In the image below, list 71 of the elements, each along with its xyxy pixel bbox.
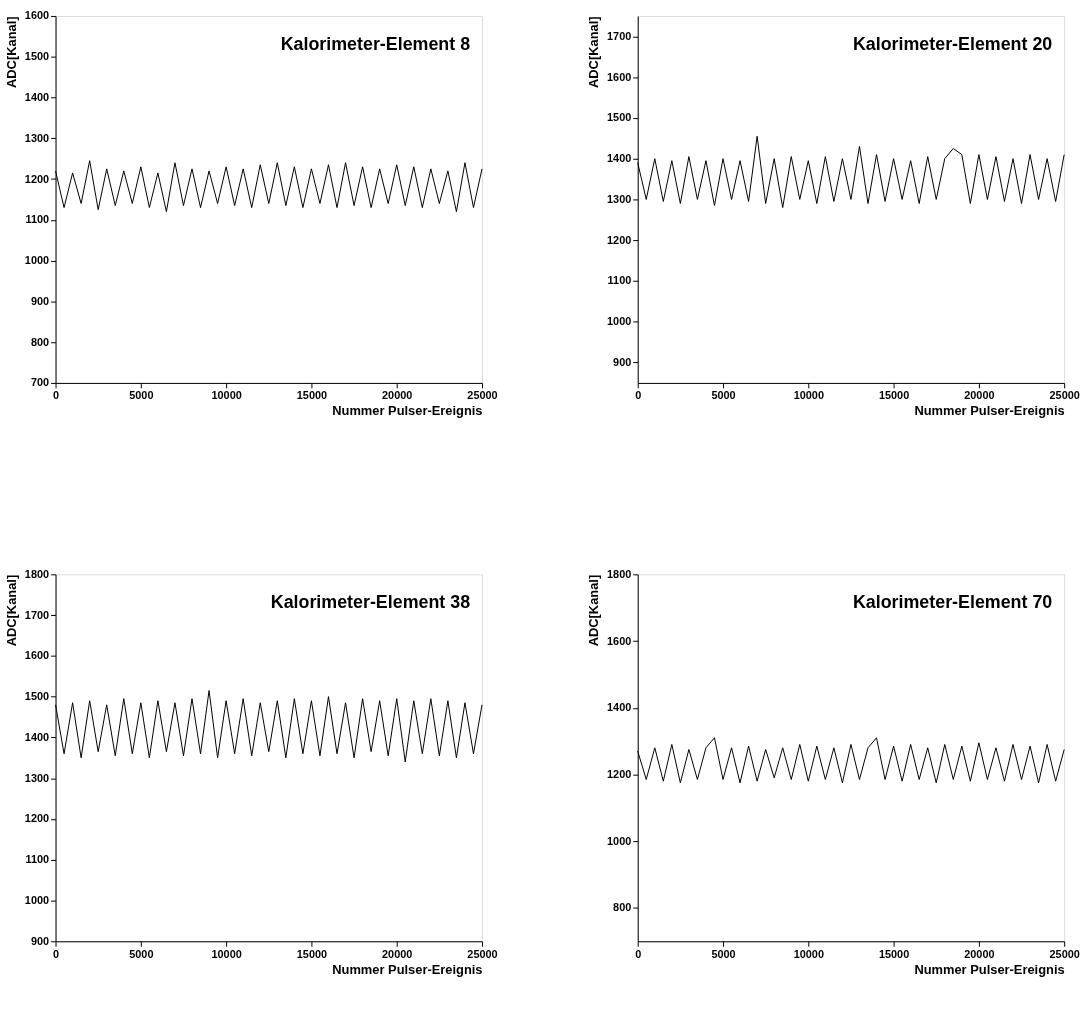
text: Kalorimeter-Element 70: [852, 592, 1053, 613]
y-tick-label: 1200: [607, 233, 632, 246]
x-tick-label: 0: [635, 389, 642, 402]
text: Kalorimeter-Element 20: [852, 33, 1053, 54]
y-axis-title: ADC[Kanal]: [3, 574, 19, 647]
y-axis-title: ADC[Kanal]: [586, 16, 602, 88]
y-tick-label: 1100: [25, 853, 50, 866]
x-tick-label: 0: [53, 947, 60, 960]
x-tick-label: 10000: [793, 389, 824, 402]
y-tick-label: 1100: [25, 213, 50, 226]
x-tick-label: 5000: [711, 389, 736, 402]
y-axis-title: ADC[Kanal]: [586, 574, 602, 647]
text: Kalorimeter-Element 8: [280, 33, 471, 54]
y-tick-label: 900: [613, 356, 632, 368]
x-tick-label: 5000: [129, 947, 154, 960]
x-axis-title: Nummer Pulser-Ereignis: [332, 961, 483, 977]
y-tick-label: 800: [613, 901, 632, 914]
y-tick-label: 1500: [607, 111, 632, 124]
x-tick-label: 25000: [1049, 389, 1080, 402]
y-tick-label: 800: [30, 335, 50, 348]
y-tick-label: 1800: [607, 567, 632, 580]
y-tick-label: 1500: [24, 690, 50, 703]
y-tick-label: 1600: [24, 9, 50, 22]
x-tick-label: 15000: [296, 947, 328, 960]
y-tick-label: 1700: [24, 608, 50, 621]
y-tick-label: 900: [30, 934, 50, 947]
x-tick-label: 10000: [211, 947, 242, 960]
y-tick-label: 1000: [607, 834, 632, 847]
x-tick-label: 20000: [964, 389, 995, 402]
x-tick-label: 20000: [382, 947, 413, 960]
x-tick-label: 5000: [711, 947, 736, 960]
x-tick-label: 15000: [296, 389, 328, 402]
y-tick-label: 900: [30, 294, 50, 307]
y-tick-label: 1200: [24, 172, 50, 185]
y-tick-label: 1400: [607, 152, 632, 165]
y-tick-label: 700: [30, 376, 50, 389]
y-tick-label: 1000: [607, 315, 632, 328]
x-tick-label: 10000: [793, 947, 824, 960]
x-tick-label: 15000: [878, 389, 910, 402]
x-axis-title: Nummer Pulser-Ereignis: [332, 403, 483, 419]
x-tick-label: 25000: [1049, 947, 1080, 960]
y-tick-label: 1300: [24, 771, 50, 784]
y-tick-label: 1600: [24, 649, 50, 662]
y-tick-label: 1200: [24, 812, 50, 825]
x-tick-label: 0: [53, 389, 60, 402]
y-tick-label: 1500: [24, 50, 50, 63]
y-tick-label: 1300: [24, 131, 50, 144]
y-tick-label: 1400: [607, 701, 632, 714]
y-tick-label: 1100: [607, 274, 632, 287]
y-tick-label: 1300: [607, 192, 632, 205]
y-tick-label: 1400: [24, 730, 50, 743]
x-tick-label: 25000: [467, 389, 498, 402]
y-tick-label: 1700: [607, 29, 632, 42]
y-axis-title: ADC[Kanal]: [3, 16, 19, 88]
y-tick-label: 1200: [607, 767, 632, 780]
x-tick-label: 20000: [382, 389, 413, 402]
y-tick-label: 1800: [24, 567, 50, 580]
x-axis-title: Nummer Pulser-Ereignis: [914, 961, 1065, 977]
y-tick-label: 1600: [607, 634, 632, 647]
x-tick-label: 0: [635, 947, 642, 960]
y-tick-label: 1600: [607, 70, 632, 83]
y-tick-label: 1000: [24, 893, 50, 906]
x-tick-label: 15000: [878, 947, 910, 960]
x-axis-title: Nummer Pulser-Ereignis: [914, 403, 1065, 419]
x-tick-label: 10000: [211, 389, 242, 402]
text: Kalorimeter-Element 38: [270, 592, 471, 613]
x-tick-label: 5000: [129, 389, 154, 402]
x-tick-label: 25000: [467, 947, 498, 960]
y-tick-label: 1400: [24, 90, 50, 103]
x-tick-label: 20000: [964, 947, 995, 960]
y-tick-label: 1000: [24, 254, 50, 267]
